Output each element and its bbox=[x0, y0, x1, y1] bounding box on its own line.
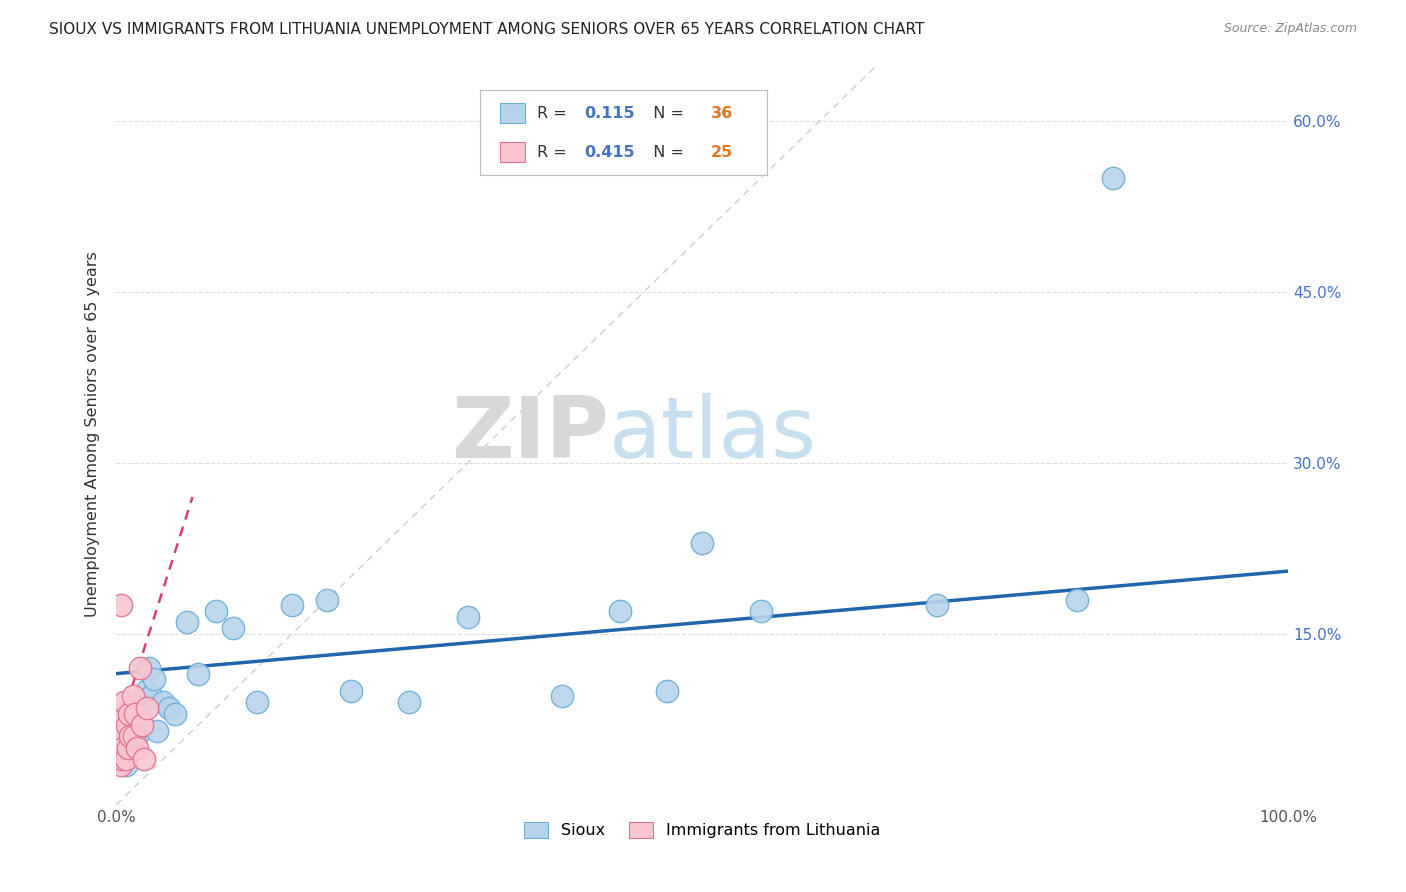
Point bbox=[152, 695, 174, 709]
Point bbox=[925, 599, 948, 613]
Point bbox=[131, 718, 153, 732]
Point bbox=[163, 706, 186, 721]
Text: 0.115: 0.115 bbox=[583, 105, 634, 120]
Point bbox=[142, 673, 165, 687]
Point bbox=[609, 604, 631, 618]
Point bbox=[121, 735, 143, 749]
Text: ZIP: ZIP bbox=[451, 392, 609, 475]
Point bbox=[117, 740, 139, 755]
Point bbox=[138, 661, 160, 675]
Text: N =: N = bbox=[643, 145, 689, 160]
FancyBboxPatch shape bbox=[499, 103, 526, 123]
Point bbox=[110, 752, 132, 766]
Point bbox=[114, 695, 136, 709]
Point bbox=[128, 712, 150, 726]
Point bbox=[1101, 171, 1123, 186]
Point bbox=[122, 729, 145, 743]
Point bbox=[118, 706, 141, 721]
Text: SIOUX VS IMMIGRANTS FROM LITHUANIA UNEMPLOYMENT AMONG SENIORS OVER 65 YEARS CORR: SIOUX VS IMMIGRANTS FROM LITHUANIA UNEMP… bbox=[49, 22, 925, 37]
Point bbox=[110, 757, 132, 772]
Point bbox=[135, 683, 157, 698]
Point bbox=[121, 690, 143, 704]
Point bbox=[108, 718, 131, 732]
Point bbox=[692, 535, 714, 549]
Point bbox=[187, 666, 209, 681]
Point bbox=[749, 604, 772, 618]
Text: 25: 25 bbox=[710, 145, 733, 160]
FancyBboxPatch shape bbox=[499, 142, 526, 162]
Text: 36: 36 bbox=[710, 105, 733, 120]
Point bbox=[111, 706, 134, 721]
Point bbox=[107, 735, 129, 749]
Point bbox=[115, 718, 138, 732]
Point bbox=[176, 615, 198, 630]
Point bbox=[124, 706, 146, 721]
Point bbox=[120, 729, 142, 743]
Point bbox=[131, 695, 153, 709]
Point bbox=[112, 740, 135, 755]
Text: Source: ZipAtlas.com: Source: ZipAtlas.com bbox=[1223, 22, 1357, 36]
Point bbox=[457, 609, 479, 624]
Point bbox=[117, 740, 139, 755]
Point bbox=[157, 701, 180, 715]
Point bbox=[135, 701, 157, 715]
Point bbox=[107, 752, 129, 766]
Text: 0.415: 0.415 bbox=[583, 145, 634, 160]
FancyBboxPatch shape bbox=[479, 90, 766, 175]
Point bbox=[110, 599, 132, 613]
Point bbox=[398, 695, 420, 709]
Point bbox=[120, 729, 142, 743]
Text: N =: N = bbox=[643, 105, 689, 120]
Point bbox=[111, 752, 134, 766]
Point bbox=[114, 757, 136, 772]
Point bbox=[127, 729, 149, 743]
Point bbox=[316, 592, 339, 607]
Point bbox=[108, 747, 131, 761]
Text: R =: R = bbox=[537, 105, 572, 120]
Point bbox=[141, 690, 163, 704]
Point bbox=[114, 752, 136, 766]
Point bbox=[550, 690, 572, 704]
Point bbox=[112, 729, 135, 743]
Point bbox=[112, 740, 135, 755]
Point bbox=[128, 661, 150, 675]
Point bbox=[134, 752, 156, 766]
Point bbox=[107, 729, 129, 743]
Point bbox=[124, 706, 146, 721]
Text: atlas: atlas bbox=[609, 392, 817, 475]
Point bbox=[339, 683, 361, 698]
Point bbox=[146, 723, 169, 738]
Point bbox=[657, 683, 679, 698]
Text: R =: R = bbox=[537, 145, 572, 160]
Point bbox=[1066, 592, 1088, 607]
Point bbox=[246, 695, 269, 709]
Legend: Sioux, Immigrants from Lithuania: Sioux, Immigrants from Lithuania bbox=[517, 816, 887, 845]
Y-axis label: Unemployment Among Seniors over 65 years: Unemployment Among Seniors over 65 years bbox=[86, 252, 100, 617]
Point bbox=[222, 621, 245, 635]
Point bbox=[127, 740, 149, 755]
Point bbox=[205, 604, 228, 618]
Point bbox=[281, 599, 304, 613]
